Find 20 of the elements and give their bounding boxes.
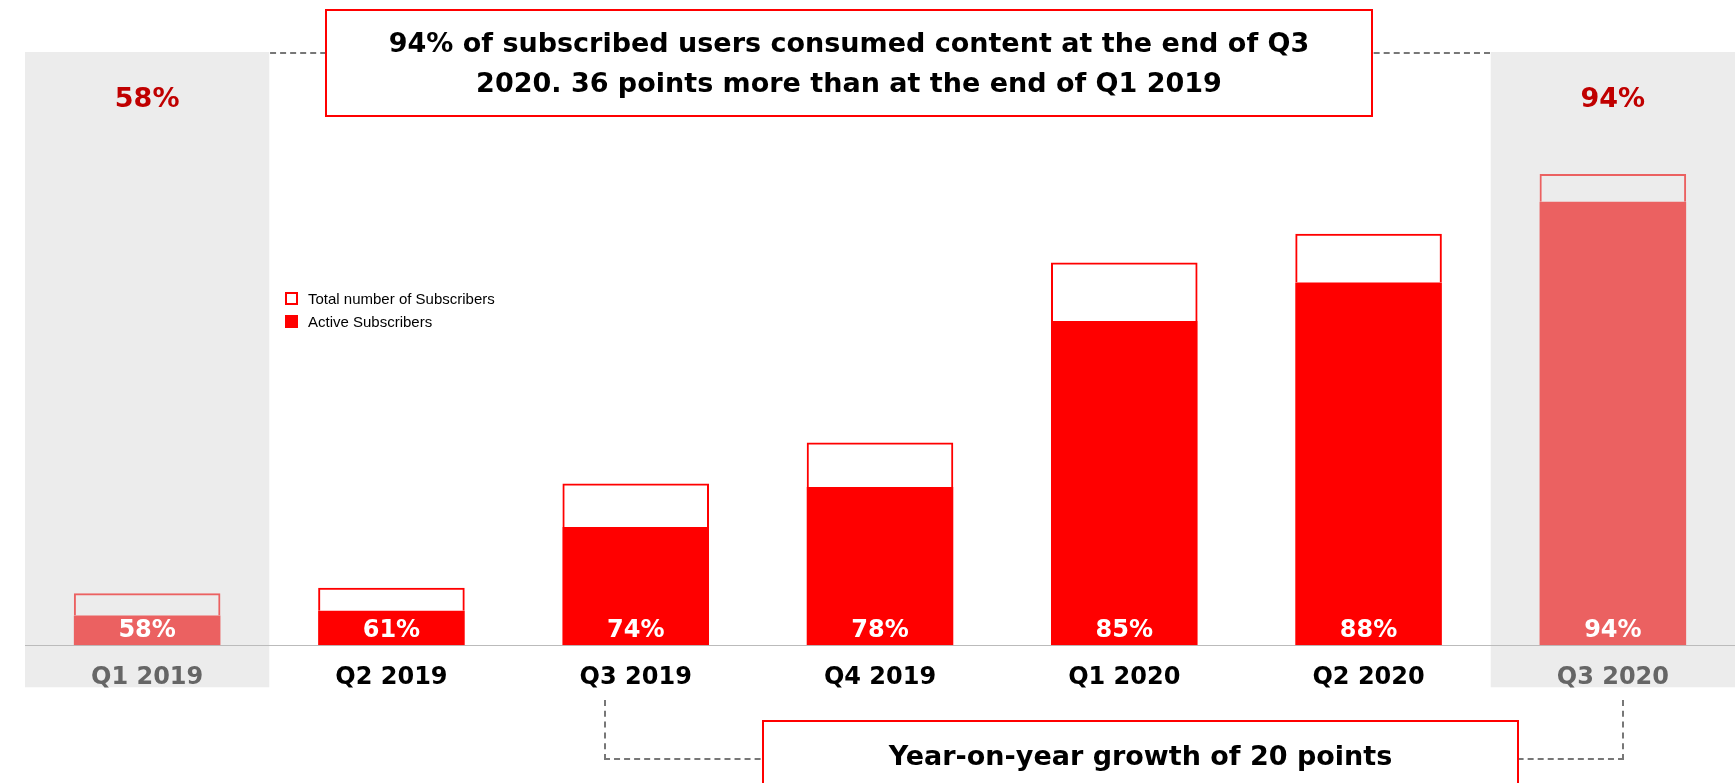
x-tick-label: Q2 2019 bbox=[335, 661, 448, 690]
x-tick-label: Q1 2019 bbox=[91, 661, 204, 690]
x-tick-label: Q1 2020 bbox=[1068, 661, 1181, 690]
annotation: 85% bbox=[1095, 615, 1154, 644]
band-label: 58% bbox=[114, 82, 180, 114]
x-tick-label: Q3 2019 bbox=[579, 661, 692, 690]
annotation: 58% bbox=[118, 615, 176, 644]
annotation: 78% bbox=[851, 615, 909, 644]
band-label: 94% bbox=[1580, 82, 1646, 114]
annotation: 61% bbox=[362, 615, 421, 644]
text: Year-on-year growth of 20 points bbox=[762, 720, 1519, 783]
annotation: 74% bbox=[606, 615, 665, 644]
x-tick-label: Q3 2020 bbox=[1556, 661, 1669, 690]
annotation: 94% bbox=[1584, 615, 1642, 644]
annotation: 88% bbox=[1339, 615, 1398, 644]
legend-label: Total number of Subscribers bbox=[308, 290, 495, 307]
chart-title: 94% of subscribed users consumed content at the end of Q3 2020. 36 points more than at the end of Q1 2019 bbox=[325, 9, 1373, 117]
x-tick-label: Q2 2020 bbox=[1312, 661, 1425, 690]
legend-label: Active Subscribers bbox=[308, 313, 433, 330]
x-tick-label: Q4 2019 bbox=[823, 661, 937, 690]
